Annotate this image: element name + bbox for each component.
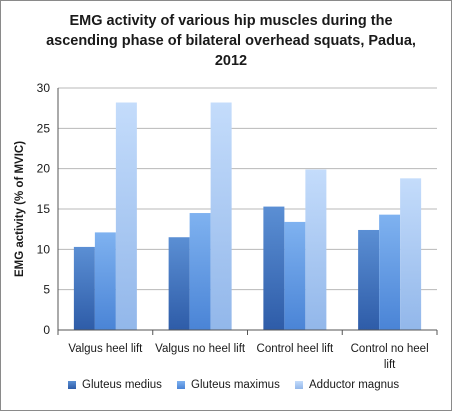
- legend-swatch: [177, 381, 185, 389]
- legend-item: Gluteus maximus: [177, 379, 280, 391]
- y-axis-title: EMG activity (% of MVIC): [14, 141, 26, 277]
- x-category-label: Valgus no heel lift: [155, 343, 246, 355]
- y-tick-label: 25: [37, 121, 51, 135]
- x-category-label: Valgus heel lift: [68, 343, 143, 355]
- y-tick-label: 0: [43, 323, 50, 337]
- x-category-label: Control no heel: [351, 343, 429, 355]
- bar: [94, 232, 116, 330]
- legend-item: Adductor magnus: [295, 379, 399, 391]
- y-tick-label: 5: [43, 283, 50, 297]
- y-tick-label: 20: [37, 162, 51, 176]
- bar: [379, 214, 401, 330]
- legend-label: Gluteus maximus: [191, 379, 280, 391]
- bar: [73, 246, 95, 330]
- legend-label: Adductor magnus: [309, 379, 400, 391]
- bar: [263, 206, 285, 330]
- legend-swatch: [295, 381, 303, 389]
- bar: [210, 102, 232, 331]
- bar: [189, 213, 211, 330]
- bar: [168, 237, 190, 330]
- y-tick-label: 15: [37, 202, 51, 216]
- x-category-label: lift: [384, 359, 396, 371]
- bar: [400, 178, 422, 330]
- bar: [358, 229, 380, 330]
- bar: [115, 102, 137, 331]
- y-tick-label: 10: [37, 242, 51, 256]
- y-tick-label: 30: [37, 81, 51, 95]
- chart-title-line: EMG activity of various hip muscles duri…: [69, 13, 393, 29]
- chart-title-line: ascending phase of bilateral overhead sq…: [46, 33, 416, 49]
- legend-swatch: [68, 381, 76, 389]
- chart-title: EMG activity of various hip muscles duri…: [41, 11, 421, 71]
- bar: [284, 221, 306, 330]
- x-category-label: Control heel lift: [257, 343, 335, 355]
- bar: [305, 169, 327, 330]
- legend-label: Gluteus medius: [82, 379, 162, 391]
- legend-item: Gluteus medius: [68, 379, 162, 391]
- chart-legend: Gluteus medius Gluteus maximus Adductor ma…: [1, 379, 452, 399]
- chart-title-line: 2012: [214, 53, 248, 69]
